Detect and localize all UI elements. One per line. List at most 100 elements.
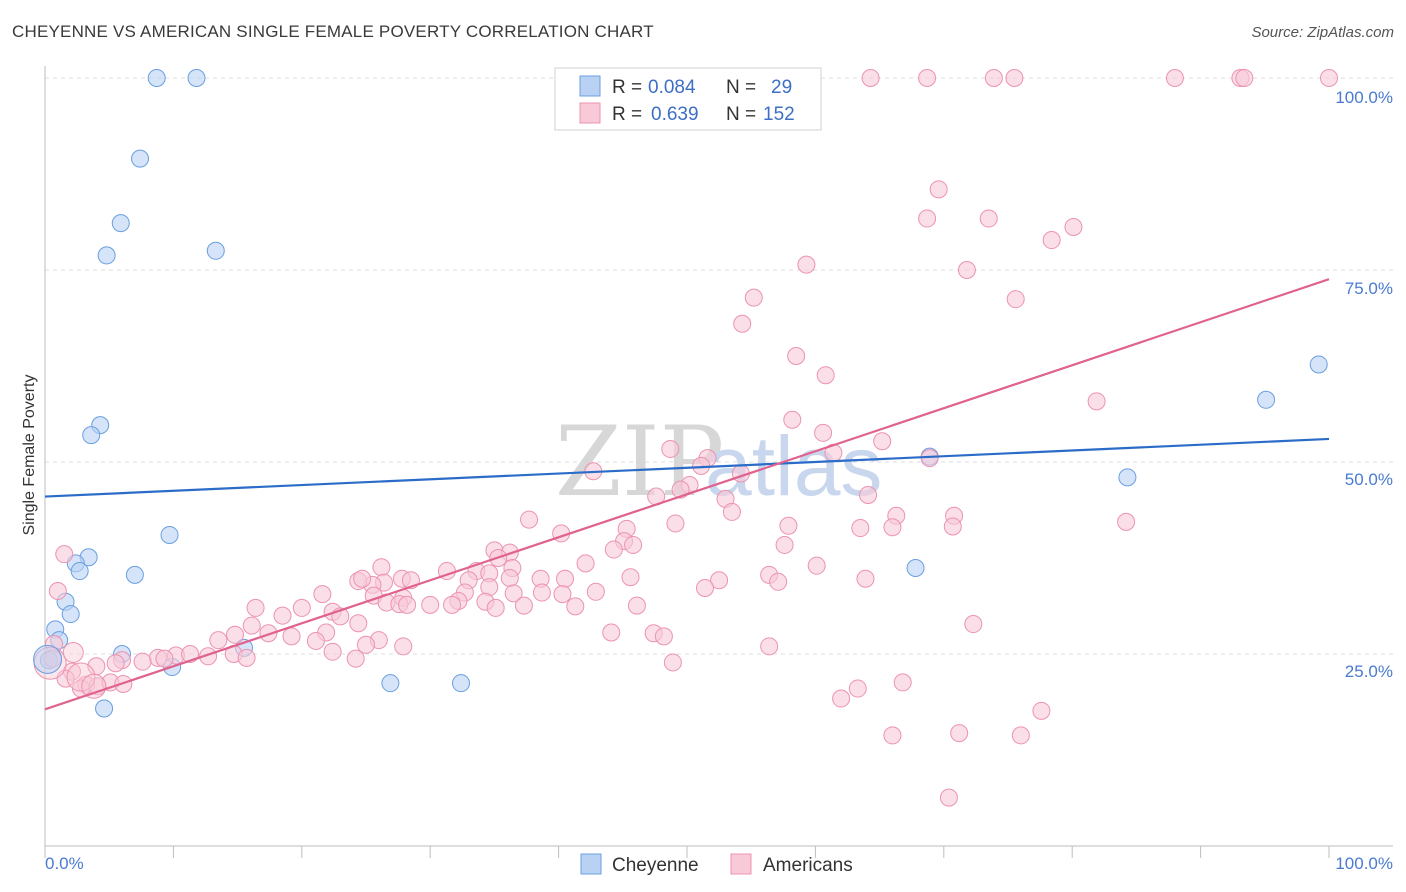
americans-point-102 — [357, 635, 375, 654]
y-tick-label-75: 75.0% — [1345, 279, 1393, 298]
americans-point-67 — [500, 568, 519, 587]
cheyenne-point-12 — [125, 565, 144, 584]
americans-point-6 — [1235, 69, 1254, 87]
americans-point-142 — [602, 623, 621, 642]
stats-r-label-cheyenne: R = — [612, 77, 642, 98]
americans-point-82 — [398, 595, 417, 614]
americans-point-101 — [209, 631, 228, 650]
americans-point-103 — [306, 631, 325, 650]
americans-point-133 — [893, 673, 912, 692]
americans-point-14 — [957, 261, 976, 279]
americans-point-109 — [199, 647, 218, 666]
americans-point-147 — [486, 598, 505, 617]
americans-cluster-point-1 — [66, 662, 96, 692]
americans-point-22 — [814, 423, 833, 442]
americans-point-98 — [259, 624, 278, 643]
americans-point-19 — [816, 366, 835, 385]
americans-point-106 — [237, 648, 256, 667]
americans-point-7 — [1320, 69, 1338, 87]
cheyenne-point-3 — [111, 214, 130, 233]
cheyenne-point-21 — [95, 699, 114, 718]
stats-n-value-americans: 152 — [763, 104, 795, 125]
americans-point-123 — [55, 545, 74, 564]
americans-point-1 — [918, 69, 937, 87]
americans-point-76 — [313, 585, 332, 604]
americans-point-137 — [939, 788, 958, 807]
americans-point-124 — [48, 582, 67, 601]
americans-point-85 — [514, 596, 533, 615]
americans-point-9 — [918, 209, 937, 228]
americans-point-135 — [950, 724, 969, 743]
americans-point-73 — [553, 585, 572, 604]
americans-point-143 — [851, 519, 870, 538]
stats-n-label-americans: N = — [726, 104, 756, 125]
americans-point-84 — [443, 595, 462, 614]
x-tick-label-100: 100.0% — [1335, 854, 1393, 873]
cheyenne-point-2 — [131, 149, 150, 168]
americans-trend-line — [44, 278, 1330, 711]
americans-point-71 — [586, 582, 605, 601]
americans-point-4 — [1165, 69, 1184, 87]
americans-point-18 — [787, 347, 806, 366]
y-tick-label-50: 50.0% — [1345, 470, 1393, 489]
americans-point-104 — [323, 642, 342, 661]
americans-point-114 — [106, 654, 125, 673]
americans-point-37 — [779, 516, 798, 535]
americans-point-61 — [353, 569, 372, 588]
cheyenne-cluster-point — [33, 644, 63, 674]
x-tick-label-0: 0.0% — [45, 854, 84, 873]
cheyenne-point-4 — [97, 246, 116, 265]
cheyenne-point-7 — [82, 426, 101, 445]
data-points — [33, 69, 1338, 807]
americans-point-39 — [883, 518, 902, 537]
americans-cluster-point-2 — [81, 673, 107, 699]
stats-r-value-cheyenne: 0.084 — [648, 77, 696, 98]
cheyenne-point-27 — [1257, 390, 1276, 409]
legend-swatch-americans — [730, 853, 752, 875]
americans-point-69 — [695, 578, 714, 597]
americans-point-140 — [832, 689, 851, 708]
americans-point-21 — [783, 410, 802, 429]
cheyenne-point-23 — [452, 674, 471, 693]
americans-point-136 — [1011, 726, 1030, 745]
cheyenne-trend-line — [44, 437, 1330, 498]
chart-source: Source: ZipAtlas.com — [1251, 24, 1394, 41]
americans-point-43 — [775, 535, 794, 554]
americans-point-10 — [979, 209, 998, 228]
americans-point-129 — [1117, 512, 1136, 531]
americans-point-16 — [1006, 290, 1025, 309]
americans-point-131 — [760, 637, 779, 656]
americans-point-138 — [1032, 701, 1051, 720]
americans-point-55 — [556, 569, 575, 588]
americans-point-111 — [155, 649, 174, 668]
legend-label-cheyenne: Cheyenne — [612, 855, 699, 876]
americans-point-70 — [504, 584, 523, 603]
stats-n-label-cheyenne: N = — [726, 77, 756, 98]
cheyenne-point-11 — [70, 562, 89, 581]
americans-point-86 — [566, 597, 585, 616]
tick-labels: 0.0% 100.0% 25.0% 50.0% 75.0% 100.0% — [45, 88, 1393, 873]
cheyenne-point-14 — [61, 605, 80, 624]
stats-swatch-cheyenne — [579, 75, 601, 97]
americans-point-75 — [532, 583, 551, 602]
americans-point-96 — [226, 625, 245, 644]
americans-point-44 — [604, 540, 623, 559]
americans-point-48 — [576, 554, 595, 573]
americans-point-34 — [520, 510, 539, 529]
series-legend: Cheyenne Americans — [580, 853, 853, 876]
americans-point-87 — [627, 596, 646, 615]
americans-point-93 — [349, 614, 368, 633]
y-tick-label-25: 25.0% — [1345, 662, 1393, 681]
americans-point-64 — [710, 571, 729, 590]
americans-point-31 — [859, 486, 878, 505]
americans-point-130 — [964, 615, 983, 634]
americans-point-47 — [372, 558, 391, 577]
cheyenne-point-1 — [187, 69, 206, 87]
americans-point-20 — [1087, 392, 1106, 411]
americans-point-99 — [282, 627, 301, 646]
stats-r-label-americans: R = — [612, 104, 642, 125]
y-axis-title: Single Female Poverty — [21, 375, 38, 536]
americans-point-146 — [394, 637, 413, 656]
cheyenne-point-26 — [1118, 468, 1137, 487]
